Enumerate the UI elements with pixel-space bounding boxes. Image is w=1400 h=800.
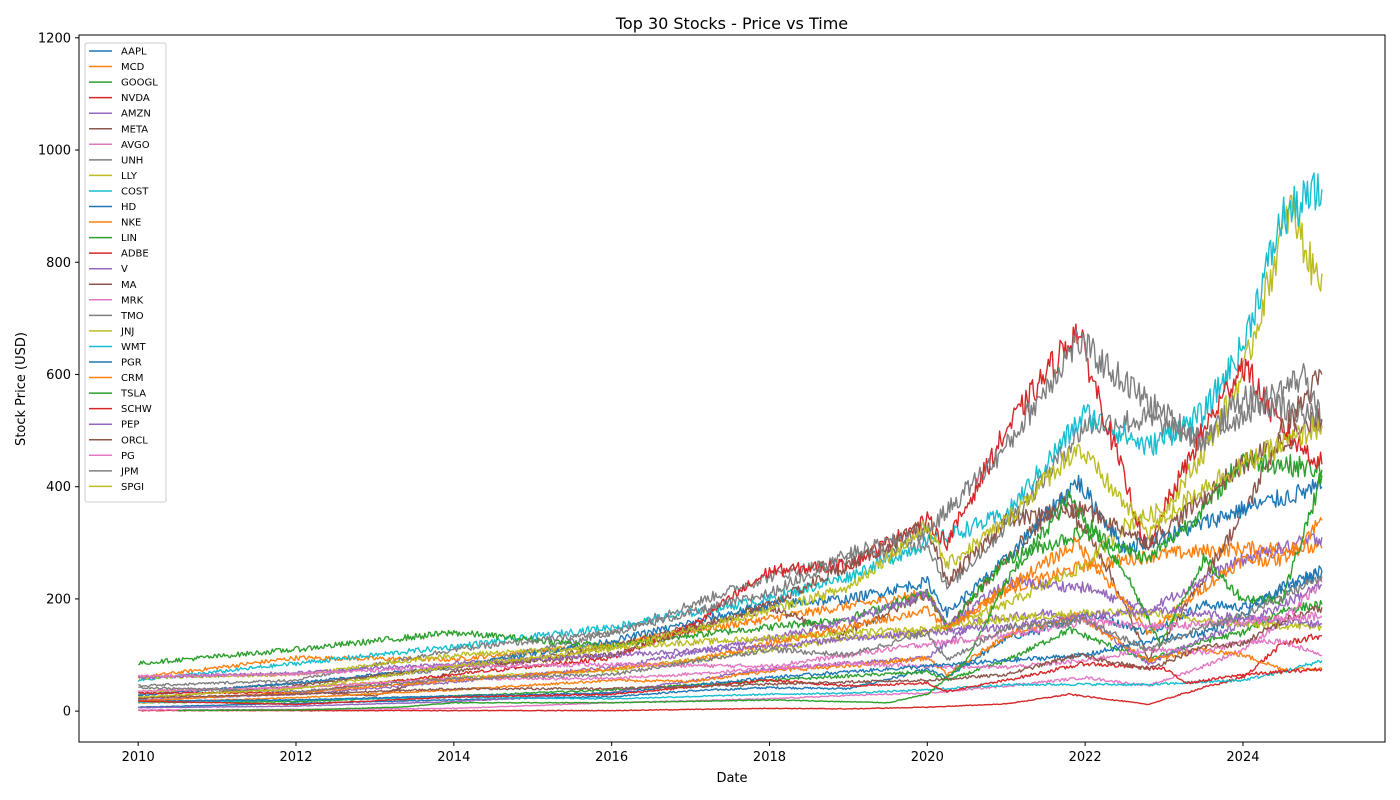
legend-label-mrk: MRK bbox=[121, 295, 144, 306]
legend-label-nvda: NVDA bbox=[121, 93, 150, 104]
series-line-amzn bbox=[138, 581, 1323, 709]
x-tick-label: 2010 bbox=[122, 750, 155, 765]
legend-label-wmt: WMT bbox=[121, 342, 147, 353]
legend-label-cost: COST bbox=[121, 186, 149, 197]
series-line-crm bbox=[138, 517, 1323, 703]
legend-label-pg: PG bbox=[121, 451, 135, 462]
x-axis-label: Date bbox=[716, 771, 747, 786]
y-tick-label: 200 bbox=[46, 592, 71, 607]
y-axis: 0 200 400 600 800 1000 1200 bbox=[38, 31, 79, 720]
legend-label-ma: MA bbox=[121, 280, 137, 291]
axes-frame bbox=[78, 34, 1386, 743]
x-tick-label: 2012 bbox=[279, 750, 312, 765]
chart-title: Top 30 Stocks - Price vs Time bbox=[615, 14, 848, 33]
series-line-nvda bbox=[138, 633, 1323, 712]
y-tick-label: 1000 bbox=[38, 144, 71, 159]
legend-label-amzn: AMZN bbox=[121, 109, 151, 120]
legend-label-jpm: JPM bbox=[120, 466, 139, 477]
x-tick-label: 2018 bbox=[753, 750, 786, 765]
legend-label-lin: LIN bbox=[121, 233, 137, 244]
series-line-schw bbox=[138, 661, 1323, 706]
y-tick-label: 1200 bbox=[38, 31, 71, 46]
legend-label-aapl: AAPL bbox=[121, 47, 147, 58]
x-tick-label: 2020 bbox=[911, 750, 944, 765]
legend-label-spgi: SPGI bbox=[121, 482, 144, 493]
y-tick-label: 600 bbox=[46, 368, 71, 383]
series-line-lin bbox=[138, 450, 1323, 666]
legend-label-tmo: TMO bbox=[120, 311, 144, 322]
legend-label-v: V bbox=[121, 264, 128, 275]
legend-label-googl: GOOGL bbox=[121, 78, 158, 89]
legend-label-pep: PEP bbox=[121, 420, 139, 431]
x-tick-label: 2024 bbox=[1226, 750, 1259, 765]
y-tick-label: 800 bbox=[46, 256, 71, 271]
series-line-cost bbox=[137, 172, 1323, 682]
x-tick-label: 2014 bbox=[437, 750, 470, 765]
legend-label-jnj: JNJ bbox=[120, 326, 134, 337]
legend-box bbox=[84, 42, 167, 503]
series-line-mrk bbox=[137, 638, 1323, 693]
legend-label-nke: NKE bbox=[121, 218, 141, 229]
series-line-tsla bbox=[177, 473, 1323, 712]
series-line-ma bbox=[137, 408, 1323, 700]
plot-area-frame bbox=[78, 34, 1386, 743]
legend-label-unh: UNH bbox=[121, 155, 143, 166]
x-axis: 2010 2012 2014 2016 2018 2020 2022 2024 bbox=[122, 742, 1260, 765]
legend-label-avgo: AVGO bbox=[121, 140, 150, 151]
x-tick-label: 2016 bbox=[595, 750, 628, 765]
plot-lines bbox=[137, 172, 1323, 712]
legend: AAPL MCD GOOGL NVDA AMZN META AVGO UNH LLY COST HD… bbox=[84, 42, 167, 503]
y-tick-label: 400 bbox=[46, 480, 71, 495]
legend-label-mcd: MCD bbox=[121, 62, 145, 73]
legend-label-orcl: ORCL bbox=[121, 435, 148, 446]
legend-label-schw: SCHW bbox=[121, 404, 152, 415]
legend-label-pgr: PGR bbox=[121, 358, 142, 369]
legend-label-adbe: ADBE bbox=[121, 249, 149, 260]
y-axis-label: Stock Price (USD) bbox=[14, 332, 29, 446]
legend-label-crm: CRM bbox=[121, 373, 144, 384]
series-line-lly bbox=[137, 194, 1323, 693]
legend-label-meta: META bbox=[121, 124, 148, 135]
series-line-spgi bbox=[138, 417, 1323, 698]
x-tick-label: 2022 bbox=[1069, 750, 1102, 765]
series-line-pg bbox=[137, 611, 1323, 679]
legend-label-tsla: TSLA bbox=[120, 389, 146, 400]
y-tick-label: 0 bbox=[63, 705, 71, 720]
series-line-jpm bbox=[138, 575, 1323, 693]
legend-label-hd: HD bbox=[121, 202, 137, 213]
legend-label-lly: LLY bbox=[121, 171, 138, 182]
series-line-orcl bbox=[138, 604, 1323, 699]
